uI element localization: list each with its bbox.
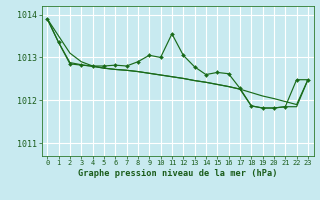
X-axis label: Graphe pression niveau de la mer (hPa): Graphe pression niveau de la mer (hPa): [78, 169, 277, 178]
